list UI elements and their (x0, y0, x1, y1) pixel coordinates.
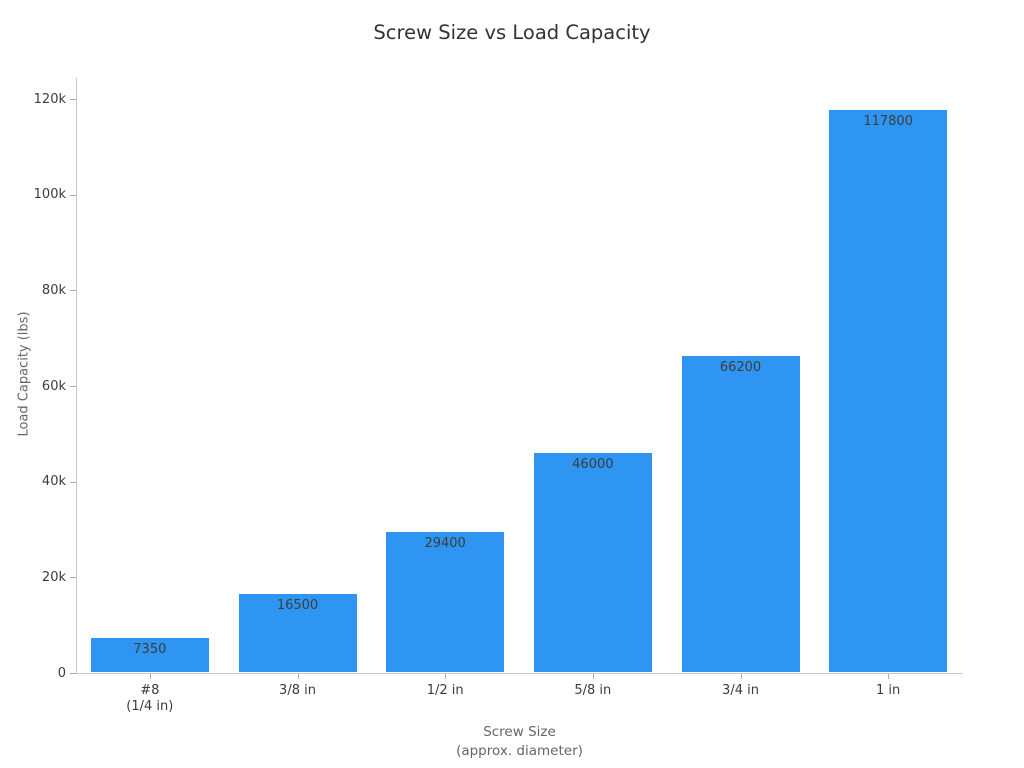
bar-value-label: 117800 (863, 113, 913, 129)
x-tick-label: 3/4 in (722, 683, 759, 699)
x-axis-title-line: (approx. diameter) (456, 743, 583, 759)
x-tick-mark (297, 674, 299, 679)
y-tick-mark (70, 386, 76, 387)
x-tick-label: 5/8 in (574, 683, 611, 699)
y-tick-label: 100k (33, 187, 66, 203)
bar (386, 532, 505, 672)
x-axis-spine (76, 673, 963, 674)
x-tick-label: 1 in (876, 683, 900, 699)
bar-value-label: 16500 (276, 598, 319, 614)
bar (533, 452, 652, 672)
y-tick-mark (70, 673, 76, 674)
y-tick-mark (70, 577, 76, 579)
x-tick-mark (149, 674, 151, 679)
x-tick-label: #8 (1/4 in) (126, 683, 173, 715)
y-tick-mark (70, 99, 76, 100)
x-tick-label-line: (1/4 in) (126, 699, 174, 714)
x-tick-label-line: 3/8 in (279, 683, 316, 698)
y-tick-label: 20k (41, 569, 66, 585)
bar (681, 356, 800, 672)
y-tick-mark (70, 290, 76, 292)
y-tick-label: 80k (41, 282, 66, 298)
y-axis-spine (76, 78, 77, 673)
x-tick-mark (888, 674, 890, 679)
y-tick-mark (70, 194, 76, 196)
chart-title: Screw Size vs Load Capacity (373, 21, 651, 44)
y-tick-label: 120k (33, 91, 66, 107)
bar (238, 594, 357, 672)
x-axis-title: Screw Size (approx. diameter) (76, 723, 963, 761)
bar-value-label: 66200 (719, 360, 762, 376)
bar (829, 109, 948, 672)
y-tick-mark (70, 481, 76, 483)
x-tick-label: 3/8 in (279, 683, 316, 699)
x-axis-title-line: Screw Size (483, 724, 556, 740)
x-tick-mark (445, 674, 447, 679)
y-tick-label: 40k (41, 474, 66, 490)
x-tick-label-line: 5/8 in (574, 683, 612, 698)
y-tick-label: 0 (57, 665, 66, 681)
bar-value-label: 29400 (424, 536, 466, 552)
x-tick-label: 1/2 in (427, 683, 464, 699)
bar (90, 637, 209, 672)
bar-value-label: 7350 (133, 641, 167, 657)
x-tick-label-line: 1/2 in (426, 683, 464, 698)
x-tick-mark (740, 674, 742, 679)
y-tick-label: 60k (41, 378, 66, 394)
bar-value-label: 46000 (572, 456, 614, 472)
x-tick-label-line: #8 (140, 683, 160, 698)
x-tick-mark (592, 674, 594, 679)
x-tick-label-line: 3/4 in (722, 683, 759, 698)
y-axis-title: Load Capacity (lbs) (16, 311, 32, 437)
x-tick-label-line: 1 in (876, 683, 901, 698)
